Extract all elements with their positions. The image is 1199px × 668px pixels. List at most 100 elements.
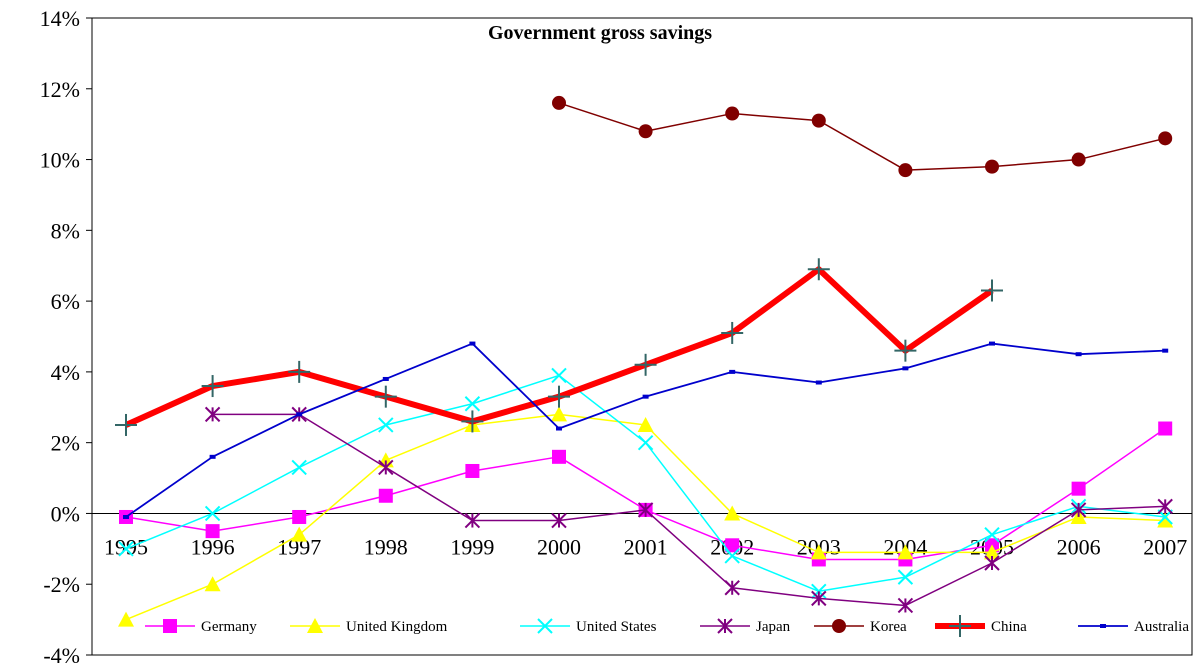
data-point — [1158, 131, 1173, 146]
data-point — [291, 526, 308, 542]
data-point — [811, 583, 827, 600]
x-tick-label: 2000 — [537, 534, 581, 559]
data-point — [832, 619, 846, 633]
data-point — [981, 279, 1003, 302]
data-point — [378, 488, 393, 503]
legend-label: United States — [576, 619, 657, 635]
data-point — [1158, 421, 1173, 436]
series-korea — [552, 95, 1173, 178]
legend-label: Australia — [1134, 619, 1189, 635]
data-point — [296, 412, 303, 417]
data-point — [115, 413, 137, 436]
series-japan — [204, 406, 1173, 614]
data-point — [163, 619, 177, 633]
plot-frame — [91, 17, 1193, 656]
legend-item: Germany — [145, 619, 257, 635]
data-point — [1100, 624, 1106, 628]
data-point — [638, 124, 653, 139]
data-point — [556, 426, 562, 431]
data-point — [118, 611, 134, 627]
y-tick-label: -4% — [43, 643, 80, 668]
data-point — [637, 434, 654, 451]
series-australia — [123, 341, 1169, 519]
data-point — [725, 106, 740, 121]
data-point — [1070, 502, 1087, 518]
data-point — [118, 541, 134, 557]
y-tick-label: 14% — [40, 6, 80, 31]
data-point — [551, 406, 567, 422]
x-tick-label: 2007 — [1143, 534, 1187, 559]
series-united-states — [118, 367, 1173, 600]
data-point — [551, 367, 567, 384]
data-point — [637, 502, 654, 518]
series-line — [558, 102, 1166, 171]
series-line — [212, 413, 1166, 607]
data-point — [811, 590, 827, 607]
data-point — [897, 569, 914, 585]
legend-item: United Kingdom — [290, 618, 448, 635]
y-tick-label: 12% — [40, 77, 80, 102]
data-point — [984, 555, 1000, 571]
data-point — [374, 385, 397, 408]
legend-item: Korea — [814, 619, 907, 635]
legend-item: China — [935, 615, 1027, 637]
y-tick-label: -2% — [43, 572, 80, 597]
data-point — [985, 159, 999, 174]
data-point — [724, 548, 740, 564]
data-point — [898, 163, 913, 178]
data-point — [123, 514, 129, 519]
data-point — [642, 394, 649, 399]
legend-label: Japan — [756, 619, 791, 635]
data-point — [807, 258, 830, 281]
data-point — [729, 369, 736, 374]
data-point — [291, 459, 307, 476]
y-tick-label: 6% — [51, 289, 80, 314]
data-point — [1071, 152, 1086, 167]
legend-label: Germany — [201, 619, 257, 635]
data-point — [469, 341, 476, 346]
data-point — [637, 416, 654, 432]
data-point — [634, 353, 657, 376]
data-point — [378, 459, 394, 476]
data-point — [204, 406, 221, 423]
legend: Germany United Kingdom United States Japan K… — [145, 615, 1189, 637]
data-point — [204, 576, 221, 592]
data-point — [551, 512, 567, 529]
data-point — [205, 524, 220, 539]
data-point — [552, 95, 566, 110]
y-tick-label: 10% — [40, 148, 80, 173]
x-tick-label: 1999 — [450, 534, 494, 559]
data-point — [815, 380, 822, 385]
data-point — [464, 396, 481, 412]
data-point — [209, 454, 216, 459]
data-point — [811, 113, 826, 128]
data-point — [464, 512, 481, 529]
y-tick-label: 2% — [51, 431, 80, 456]
data-point — [902, 366, 909, 371]
data-point — [1162, 348, 1169, 353]
x-tick-label: 1998 — [364, 534, 408, 559]
data-point — [717, 618, 733, 634]
data-point — [548, 385, 570, 408]
data-point — [810, 544, 827, 560]
legend-label: China — [991, 619, 1027, 635]
data-point — [725, 538, 740, 553]
data-point — [288, 360, 311, 383]
data-point — [1157, 512, 1174, 528]
series-china — [115, 258, 1003, 436]
x-tick-label: 2001 — [624, 534, 668, 559]
data-point — [1075, 352, 1082, 357]
legend-item: Australia — [1078, 619, 1189, 635]
data-point — [461, 410, 484, 433]
series-layer — [115, 95, 1174, 627]
chart-title: Government gross savings — [488, 22, 712, 44]
legend-label: United Kingdom — [346, 619, 448, 635]
data-point — [307, 618, 323, 633]
x-tick-label: 2006 — [1057, 534, 1101, 559]
data-point — [897, 544, 914, 560]
data-point — [894, 339, 917, 362]
data-point — [378, 417, 394, 433]
data-point — [724, 505, 741, 521]
